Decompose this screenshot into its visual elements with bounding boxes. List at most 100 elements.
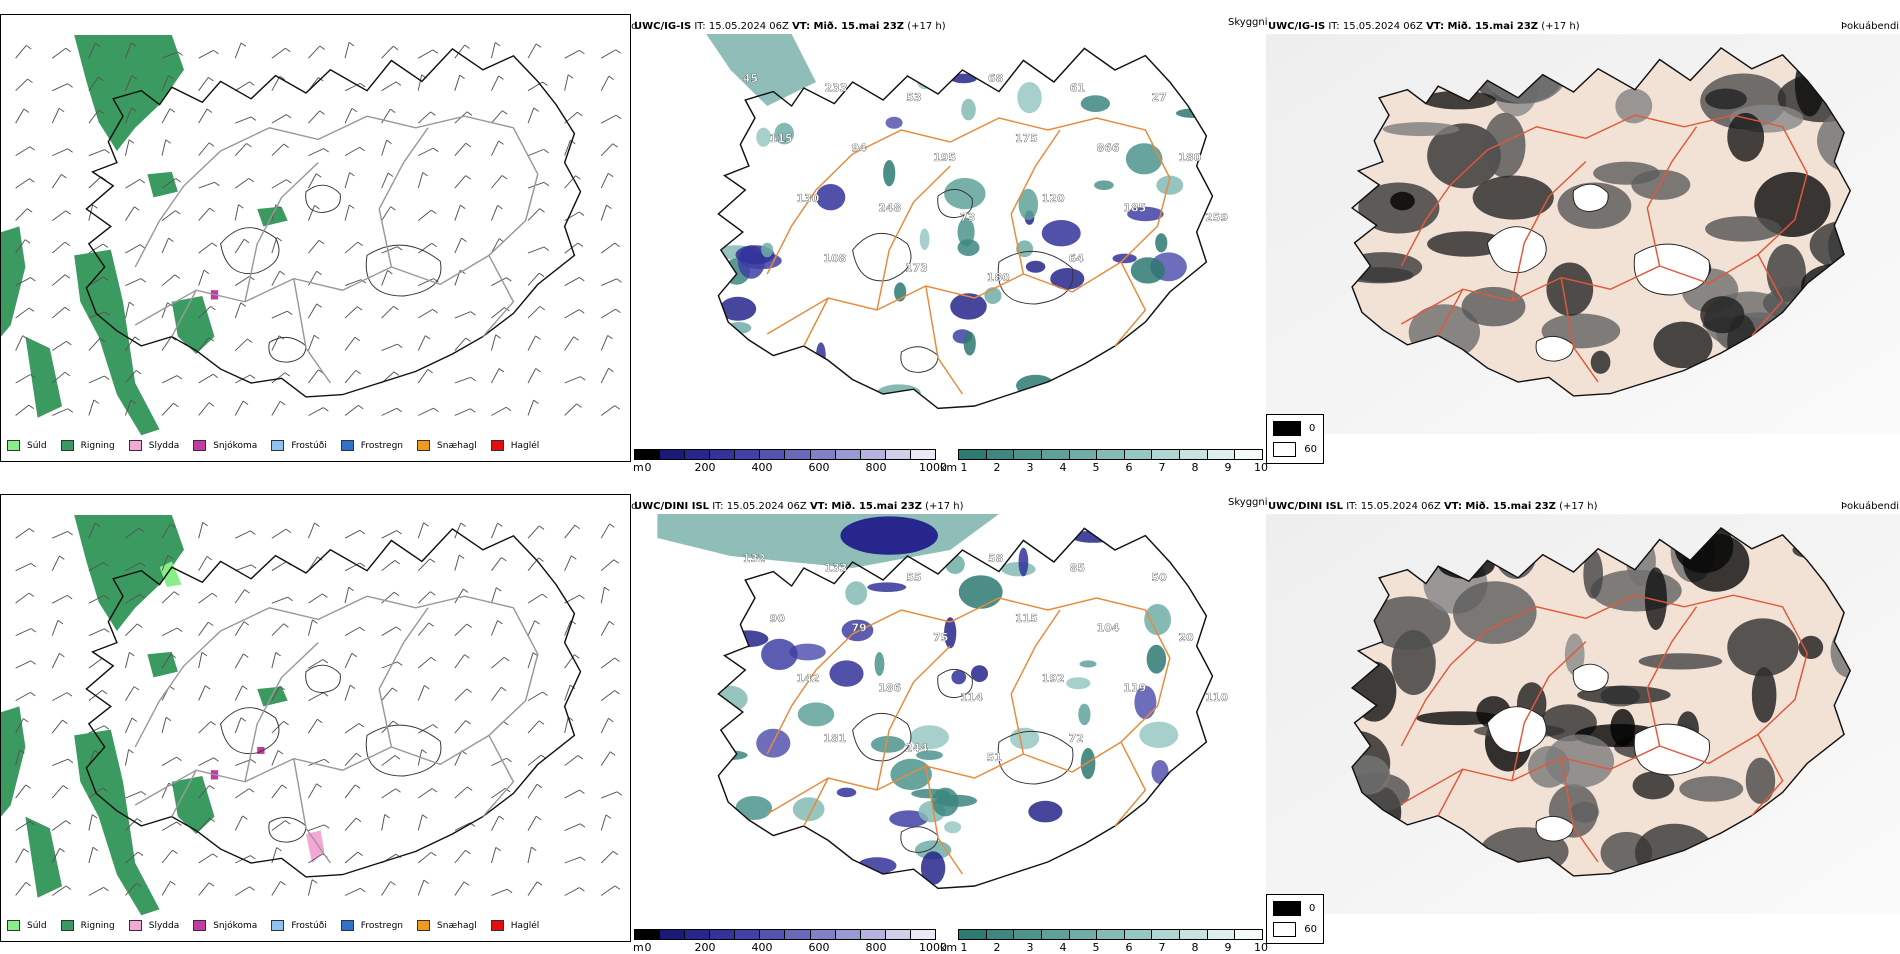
visibility-colorbar: 1 2 3 4 5 6 7 8 9 10 km <box>940 929 1268 954</box>
fog-legend: 0 60 <box>1266 894 1324 944</box>
lead-time: (+17 h) <box>907 21 946 32</box>
visibility-value: 73 <box>960 211 975 224</box>
fog-legend-item: 60 <box>1273 922 1317 937</box>
colorbar-tick: 1000 <box>919 461 947 474</box>
legend-label: Snjókoma <box>213 920 258 931</box>
visibility-value: 180 <box>1178 151 1201 164</box>
legend-swatch <box>490 440 504 451</box>
visibility-value: 115 <box>1015 612 1038 625</box>
precip-legend-item: Frostregn <box>340 920 404 931</box>
visibility-value: 195 <box>933 151 956 164</box>
fog-legend: 0 60 <box>1266 414 1324 464</box>
colorbar-tick: 8 <box>1191 941 1199 954</box>
legend-swatch <box>340 440 354 451</box>
colorbar-tick: 600 <box>808 941 830 954</box>
visibility-map: 132 133 55 58 85 50 90 79 75 115 104 20 142 186 114 192… <box>633 514 1263 914</box>
precip-type-map: Súld Rigning Slydda Snjókoma Frostúði Frostre… <box>0 494 631 942</box>
legend-label: Frostúði <box>291 920 327 931</box>
precip-legend: Súld Rigning Slydda Snjókoma Frostúði Frostre… <box>7 920 553 931</box>
lead-time: (+17 h) <box>925 501 964 512</box>
fog-indicator-map <box>1266 34 1900 434</box>
visibility-value: 55 <box>906 571 921 584</box>
legend-swatch <box>271 920 285 931</box>
colorbar-tick: 200 <box>694 941 716 954</box>
precip-legend-item: Slydda <box>128 920 179 931</box>
legend-swatch <box>193 440 207 451</box>
legend-label: Haglél <box>510 920 540 931</box>
visibility-value: 85 <box>1070 562 1085 575</box>
model-name: UWC/DINI ISL <box>1268 501 1344 512</box>
visibility-value: 64 <box>1069 252 1085 265</box>
precip-legend: Súld Rigning Slydda Snjókoma Frostúði Frostre… <box>7 440 553 451</box>
visibility-value: 104 <box>1097 622 1120 635</box>
legend-label: Frostregn <box>360 440 404 451</box>
legend-swatch <box>417 440 431 451</box>
precip-legend-item: Snæhagl <box>417 920 477 931</box>
fog-title: Þokuábendi <box>1841 21 1900 32</box>
colorbar-tick: 1 <box>960 941 968 954</box>
colorbar-tick: 600 <box>808 461 830 474</box>
colorbar-tick: 400 <box>751 941 773 954</box>
visibility-title: Skyggni <box>1228 17 1268 28</box>
visibility-value: 45 <box>743 72 758 85</box>
colorbar-tick: 7 <box>1158 461 1166 474</box>
legend-swatch <box>1273 922 1297 937</box>
precip-legend-item: Súld <box>7 920 47 931</box>
legend-swatch <box>1273 442 1297 457</box>
visibility-colorbar: 1 2 3 4 5 6 7 8 9 10 km <box>940 449 1268 474</box>
colorbar-tick: 4 <box>1059 461 1067 474</box>
legend-label: Frostúði <box>291 440 327 451</box>
panel-header-fog: UWC/DINI ISL IT: 15.05.2024 06Z VT: Mið.… <box>1268 501 1598 513</box>
cloud-height-colorbar: 0 200 400 600 800 1000 m <box>633 449 947 474</box>
legend-swatch <box>193 920 207 931</box>
panel-header-visibility: UWC/DINI ISL IT: 15.05.2024 06Z VT: Mið.… <box>634 501 964 513</box>
colorbar-tick: 3 <box>1026 461 1034 474</box>
legend-label: Frostregn <box>360 920 404 931</box>
visibility-value: 180 <box>987 271 1010 284</box>
colorbar-tick: 6 <box>1125 941 1133 954</box>
colorbar-tick: 800 <box>865 461 887 474</box>
init-time: IT: 15.05.2024 06Z <box>1346 501 1441 512</box>
fog-legend-item: 0 <box>1273 421 1317 436</box>
model-name: UWC/IG-IS <box>1268 21 1326 32</box>
legend-swatch <box>271 440 285 451</box>
visibility-value: 186 <box>878 682 901 695</box>
legend-label: Súld <box>27 920 47 931</box>
colorbar-unit: m <box>633 941 644 954</box>
fog-legend-item: 60 <box>1273 442 1317 457</box>
fog-indicator-map <box>1266 514 1900 914</box>
visibility-value: 53 <box>906 91 921 104</box>
visibility-value: 79 <box>851 622 866 635</box>
colorbar-tick: 8 <box>1191 461 1199 474</box>
visibility-value: 90 <box>770 612 786 625</box>
legend-label: Haglél <box>510 440 540 451</box>
colorbar-tick: 0 <box>644 941 652 954</box>
visibility-value: 51 <box>987 751 1002 764</box>
precip-legend-item: Haglél <box>490 920 540 931</box>
precip-legend-item: Snæhagl <box>417 440 477 451</box>
visibility-value: 192 <box>1042 672 1065 685</box>
legend-label: Súld <box>27 440 47 451</box>
visibility-value: 114 <box>960 691 983 704</box>
visibility-value: 133 <box>825 562 848 575</box>
visibility-value: 110 <box>1205 691 1228 704</box>
legend-label: Slydda <box>148 440 180 451</box>
visibility-value: 68 <box>988 72 1003 85</box>
visibility-value: 61 <box>1070 82 1085 95</box>
colorbar-tick: 0 <box>644 461 652 474</box>
lead-time: (+17 h) <box>1541 21 1580 32</box>
colorbar-tick: 400 <box>751 461 773 474</box>
panel-header-visibility: UWC/IG-IS IT: 15.05.2024 06Z VT: Mið. 15… <box>634 21 946 33</box>
visibility-value: 119 <box>1123 682 1146 695</box>
panel-header-fog: UWC/IG-IS IT: 15.05.2024 06Z VT: Mið. 15… <box>1268 21 1580 33</box>
visibility-value: 142 <box>796 672 819 685</box>
init-time: IT: 15.05.2024 06Z <box>694 21 789 32</box>
fog-legend-item: 0 <box>1273 901 1317 916</box>
visibility-value: 120 <box>1042 192 1065 205</box>
visibility-value: 185 <box>1123 202 1146 215</box>
precip-legend-item: Rigning <box>60 920 115 931</box>
legend-swatch <box>60 440 74 451</box>
visibility-value: 259 <box>1205 211 1228 224</box>
legend-label: Snæhagl <box>437 920 477 931</box>
valid-time: VT: Mið. 15.mai 23Z <box>809 501 922 512</box>
